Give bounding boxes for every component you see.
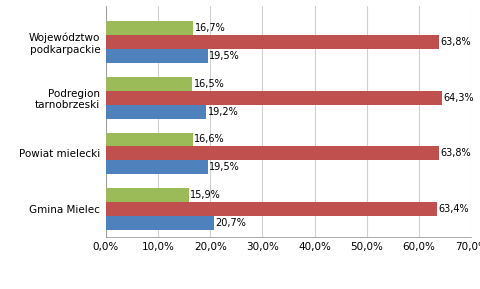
Text: 19,5%: 19,5% [209,51,240,61]
Text: 64,3%: 64,3% [442,93,473,103]
Text: 16,6%: 16,6% [193,134,224,144]
Bar [106,105,205,118]
Bar [106,188,189,202]
Bar [106,35,438,49]
Text: 63,4%: 63,4% [438,204,468,214]
Bar [106,216,214,230]
Bar [106,49,207,63]
Text: 15,9%: 15,9% [190,190,221,200]
Bar [106,147,438,160]
Text: 20,7%: 20,7% [215,218,246,228]
Bar [106,202,436,216]
Bar [106,77,192,91]
Bar [106,91,441,105]
Bar [106,21,192,35]
Text: 16,5%: 16,5% [193,79,224,89]
Bar [106,133,192,147]
Text: 63,8%: 63,8% [440,149,470,158]
Text: 19,5%: 19,5% [209,162,240,172]
Text: 16,7%: 16,7% [194,23,225,33]
Bar [106,160,207,174]
Text: 19,2%: 19,2% [207,107,238,117]
Text: 63,8%: 63,8% [440,37,470,47]
